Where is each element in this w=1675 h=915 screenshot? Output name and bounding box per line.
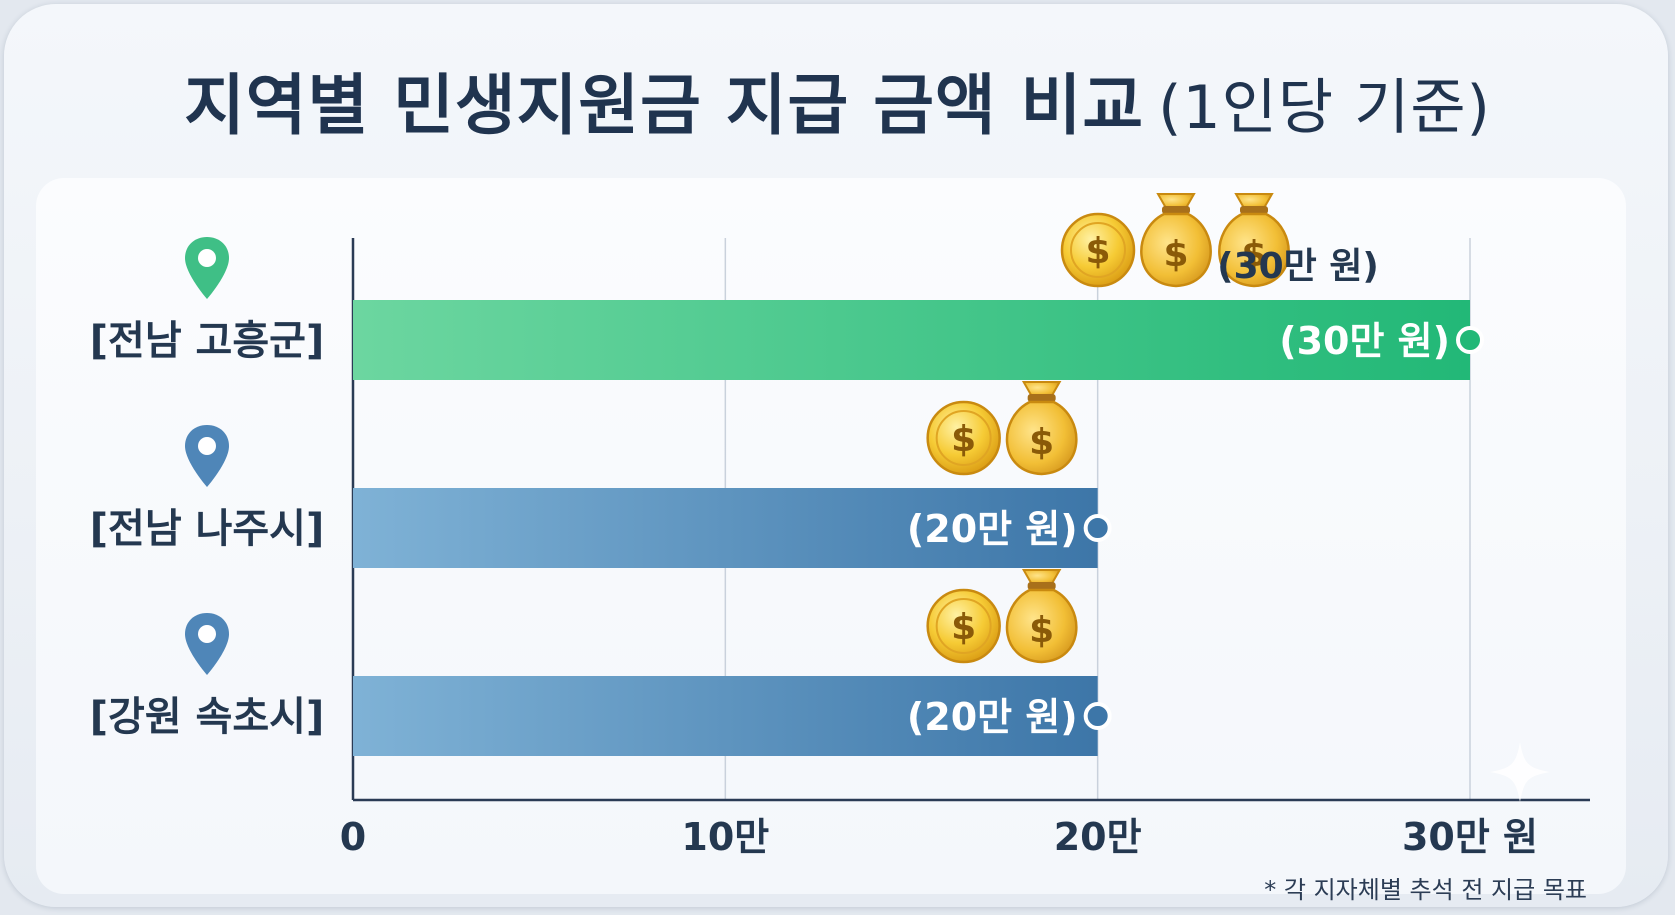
coin-icon: $ [926, 588, 1001, 664]
coin-rim [935, 598, 992, 654]
bar-value-label: (20만 원) [907, 507, 1078, 551]
bar-value-label: (30만 원) [1279, 319, 1450, 363]
dollar-sign: $ [1163, 234, 1188, 275]
dollar-sign: $ [951, 607, 976, 648]
dollar-sign: $ [1241, 234, 1266, 275]
bag-tie [1021, 569, 1062, 585]
location-pin-icon [185, 613, 229, 675]
chart-title: 지역별 민생지원금 지급 금액 비교 (1인당 기준) [0, 52, 1675, 148]
bag-band [1027, 394, 1056, 402]
coin-body [926, 400, 1001, 476]
x-tick-label: 20만 [1054, 815, 1142, 859]
coin-icon: $ [1060, 212, 1136, 288]
top-annotation: (30만 원) [1217, 246, 1379, 287]
category-label: [강원 속초시] [90, 694, 325, 740]
sparkle-icon [1490, 742, 1550, 802]
x-tick-label: 0 [340, 815, 366, 859]
bar-end-marker [1456, 326, 1484, 354]
category-label: [전남 고흥군] [90, 318, 325, 364]
bar-1 [353, 300, 1470, 380]
title-subtitle: (1인당 기준) [1158, 73, 1491, 143]
bag-tie [1234, 193, 1274, 209]
coin-rim [935, 410, 992, 466]
money-bag-icon: $ [1140, 193, 1212, 288]
location-pin-icon [185, 425, 229, 487]
coin-rim [1070, 222, 1126, 278]
category-label: [전남 나주시] [90, 506, 325, 552]
dollar-sign: $ [1029, 422, 1054, 463]
bag-tie [1156, 193, 1196, 209]
coin-body [1060, 212, 1136, 288]
bar-end-marker [1083, 702, 1112, 730]
bar-value-label: (20만 원) [907, 695, 1078, 739]
money-bag-icon: $ [1005, 569, 1078, 664]
coin-icon: $ [926, 400, 1001, 476]
dollar-sign: $ [951, 419, 976, 460]
money-bag-icon: $ [1005, 381, 1078, 476]
bag-body [1140, 212, 1212, 288]
x-tick-label: 10만 [681, 815, 769, 859]
footnote: * 각 지자체별 추석 전 지급 목표 [1264, 876, 1587, 904]
bag-band [1162, 206, 1190, 214]
coin-body [926, 588, 1001, 664]
dollar-sign: $ [1085, 231, 1110, 272]
money-bag-icon: $ [1218, 193, 1290, 288]
location-pin-icon [185, 237, 229, 299]
x-tick-label: 30만 원 [1402, 815, 1538, 859]
title-main: 지역별 민생지원금 지급 금액 비교 [184, 67, 1145, 144]
bag-body [1218, 212, 1290, 288]
bar-end-marker [1083, 514, 1112, 542]
bar-3 [353, 676, 1098, 756]
bag-body [1005, 400, 1078, 476]
bag-band [1027, 582, 1056, 590]
bag-tie [1021, 381, 1062, 397]
bag-body [1005, 588, 1078, 664]
bar-2 [353, 488, 1098, 568]
bag-band [1240, 206, 1268, 214]
dollar-sign: $ [1029, 610, 1054, 651]
